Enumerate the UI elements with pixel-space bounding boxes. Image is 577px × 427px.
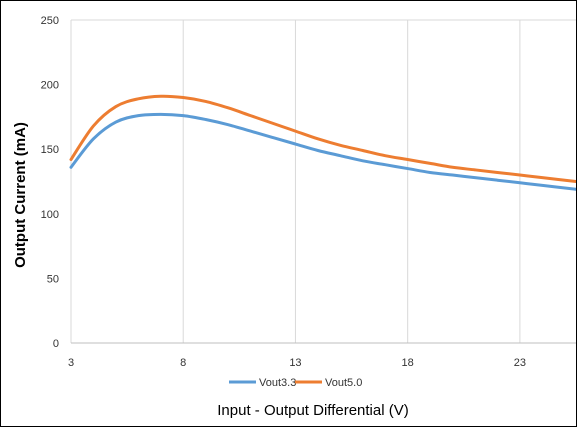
legend-label: Vout5.0 xyxy=(325,377,362,389)
y-axis-title: Output Current (mA) xyxy=(12,122,29,268)
y-tick-label: 250 xyxy=(41,15,59,27)
x-axis-title: Input - Output Differential (V) xyxy=(217,402,408,419)
series-line-vout5-0 xyxy=(69,94,576,183)
x-tick-label: 13 xyxy=(289,357,301,369)
x-tick-label: 23 xyxy=(514,357,526,369)
y-tick-label: 50 xyxy=(47,273,59,285)
y-tick-label: 100 xyxy=(41,209,59,221)
legend: Vout3.3 Vout5.0 xyxy=(229,377,362,389)
y-tick-labels: 0 50 100 150 200 250 xyxy=(41,15,59,350)
legend-label: Vout3.3 xyxy=(259,377,296,389)
y-tick-label: 200 xyxy=(41,80,59,92)
x-tick-label: 18 xyxy=(402,357,414,369)
y-tick-label: 0 xyxy=(53,338,59,350)
x-tick-label: 3 xyxy=(68,357,74,369)
series-line-vout3-3 xyxy=(69,112,576,191)
x-tick-label: 8 xyxy=(180,357,186,369)
x-tick-labels: 3 8 13 18 23 xyxy=(68,357,526,369)
series-lines xyxy=(69,94,576,191)
y-tick-label: 150 xyxy=(41,144,59,156)
